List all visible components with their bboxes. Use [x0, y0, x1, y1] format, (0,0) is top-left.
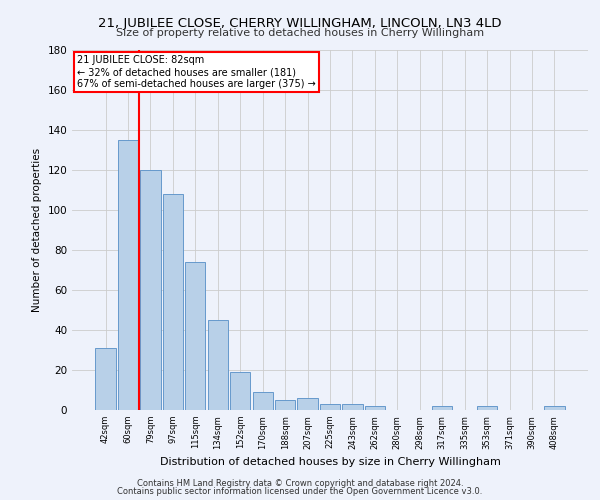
Bar — [253, 392, 273, 410]
Text: Contains HM Land Registry data © Crown copyright and database right 2024.: Contains HM Land Registry data © Crown c… — [137, 479, 463, 488]
Bar — [208, 320, 228, 410]
Bar — [185, 262, 205, 410]
Text: Contains public sector information licensed under the Open Government Licence v3: Contains public sector information licen… — [118, 487, 482, 496]
Bar — [275, 400, 295, 410]
Text: Size of property relative to detached houses in Cherry Willingham: Size of property relative to detached ho… — [116, 28, 484, 38]
Text: 21, JUBILEE CLOSE, CHERRY WILLINGHAM, LINCOLN, LN3 4LD: 21, JUBILEE CLOSE, CHERRY WILLINGHAM, LI… — [98, 18, 502, 30]
Bar — [365, 406, 385, 410]
Bar — [298, 398, 317, 410]
X-axis label: Distribution of detached houses by size in Cherry Willingham: Distribution of detached houses by size … — [160, 457, 500, 467]
Bar — [432, 406, 452, 410]
Bar — [544, 406, 565, 410]
Bar — [343, 404, 362, 410]
Bar — [95, 348, 116, 410]
Text: 21 JUBILEE CLOSE: 82sqm
← 32% of detached houses are smaller (181)
67% of semi-d: 21 JUBILEE CLOSE: 82sqm ← 32% of detache… — [77, 56, 316, 88]
Bar — [477, 406, 497, 410]
Y-axis label: Number of detached properties: Number of detached properties — [32, 148, 42, 312]
Bar — [118, 140, 138, 410]
Bar — [163, 194, 183, 410]
Bar — [230, 372, 250, 410]
Bar — [320, 404, 340, 410]
Bar — [140, 170, 161, 410]
